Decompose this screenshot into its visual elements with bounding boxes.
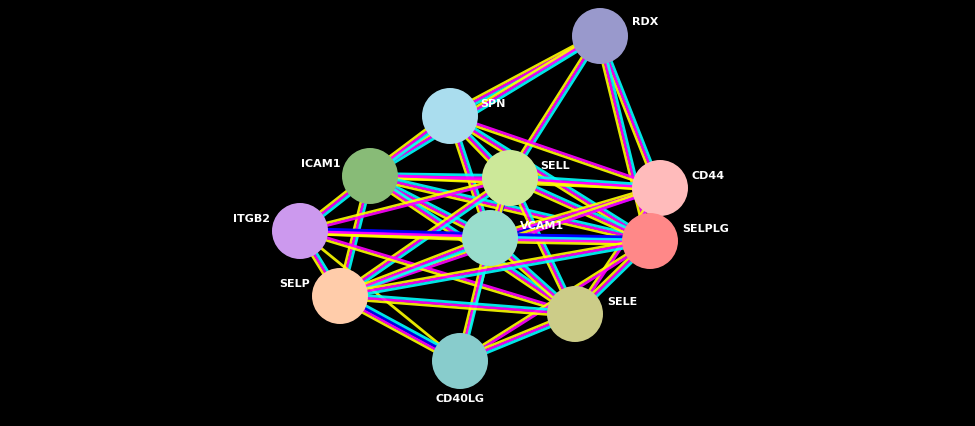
Text: SPN: SPN	[480, 99, 505, 109]
Circle shape	[482, 151, 538, 207]
Text: ICAM1: ICAM1	[300, 158, 340, 169]
Text: CD40LG: CD40LG	[436, 393, 485, 403]
Text: SELL: SELL	[540, 161, 569, 170]
Circle shape	[432, 333, 488, 389]
Circle shape	[632, 161, 688, 216]
Circle shape	[547, 286, 603, 342]
Text: ITGB2: ITGB2	[233, 213, 270, 224]
Circle shape	[622, 213, 678, 269]
Text: RDX: RDX	[632, 17, 658, 27]
Circle shape	[462, 210, 518, 266]
Circle shape	[342, 149, 398, 204]
Text: SELP: SELP	[279, 278, 310, 288]
Circle shape	[572, 9, 628, 65]
Text: CD44: CD44	[692, 170, 725, 181]
Circle shape	[272, 204, 328, 259]
Text: VCAM1: VCAM1	[520, 221, 565, 230]
Text: SELE: SELE	[607, 296, 638, 306]
Circle shape	[312, 268, 368, 324]
Circle shape	[422, 89, 478, 145]
Text: SELPLG: SELPLG	[682, 224, 729, 233]
